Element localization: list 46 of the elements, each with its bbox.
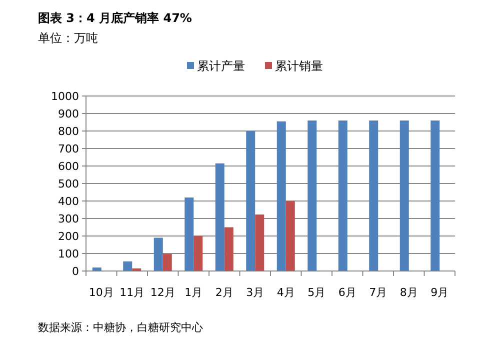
x-tick-label: 2月 [215, 286, 234, 299]
bar [92, 268, 102, 271]
bar [338, 120, 348, 271]
legend-label: 累计销量 [275, 59, 323, 73]
bar [215, 163, 224, 271]
chart-subtitle: 单位：万吨 [38, 31, 98, 45]
x-tick-label: 4月 [276, 286, 295, 299]
bar [308, 120, 317, 271]
x-tick-label: 1月 [184, 286, 203, 299]
bar [400, 120, 409, 271]
y-tick-label: 200 [58, 230, 79, 243]
x-tick-label: 11月 [120, 286, 145, 299]
bar [286, 201, 295, 271]
y-tick-label: 500 [58, 178, 79, 190]
x-tick-label: 9月 [430, 286, 449, 299]
y-tick-label: 300 [58, 212, 79, 226]
x-tick-label: 5月 [308, 286, 326, 299]
bar [246, 131, 256, 271]
bar [132, 268, 142, 271]
bar [162, 254, 172, 271]
bar [194, 236, 203, 271]
chart-title: 图表 3：4 月底产销率 47% [38, 11, 192, 25]
bar [255, 214, 264, 271]
bar [276, 121, 286, 271]
y-tick-label: 1000 [51, 90, 79, 103]
bar [369, 120, 378, 271]
bar [184, 198, 194, 271]
y-tick-label: 400 [58, 195, 79, 208]
y-tick-label: 900 [58, 108, 79, 120]
bar [224, 227, 234, 271]
x-tick-label: 8月 [400, 286, 418, 299]
bar [430, 120, 440, 271]
x-tick-label: 3月 [246, 286, 264, 299]
x-tick-label: 6月 [338, 286, 356, 299]
x-tick-label: 7月 [369, 286, 388, 299]
y-tick-label: 100 [58, 248, 79, 260]
y-tick-label: 800 [58, 125, 79, 138]
legend-label: 累计产量 [197, 59, 245, 73]
y-tick-label: 600 [58, 160, 79, 173]
x-tick-label: 10月 [88, 286, 114, 299]
bar [154, 238, 163, 271]
source-note: 数据来源：中糖协，白糖研究中心 [38, 321, 203, 334]
y-tick-label: 700 [58, 142, 79, 156]
x-tick-label: 12月 [150, 286, 176, 299]
y-tick-label: 0 [72, 265, 79, 278]
bar [123, 261, 132, 271]
